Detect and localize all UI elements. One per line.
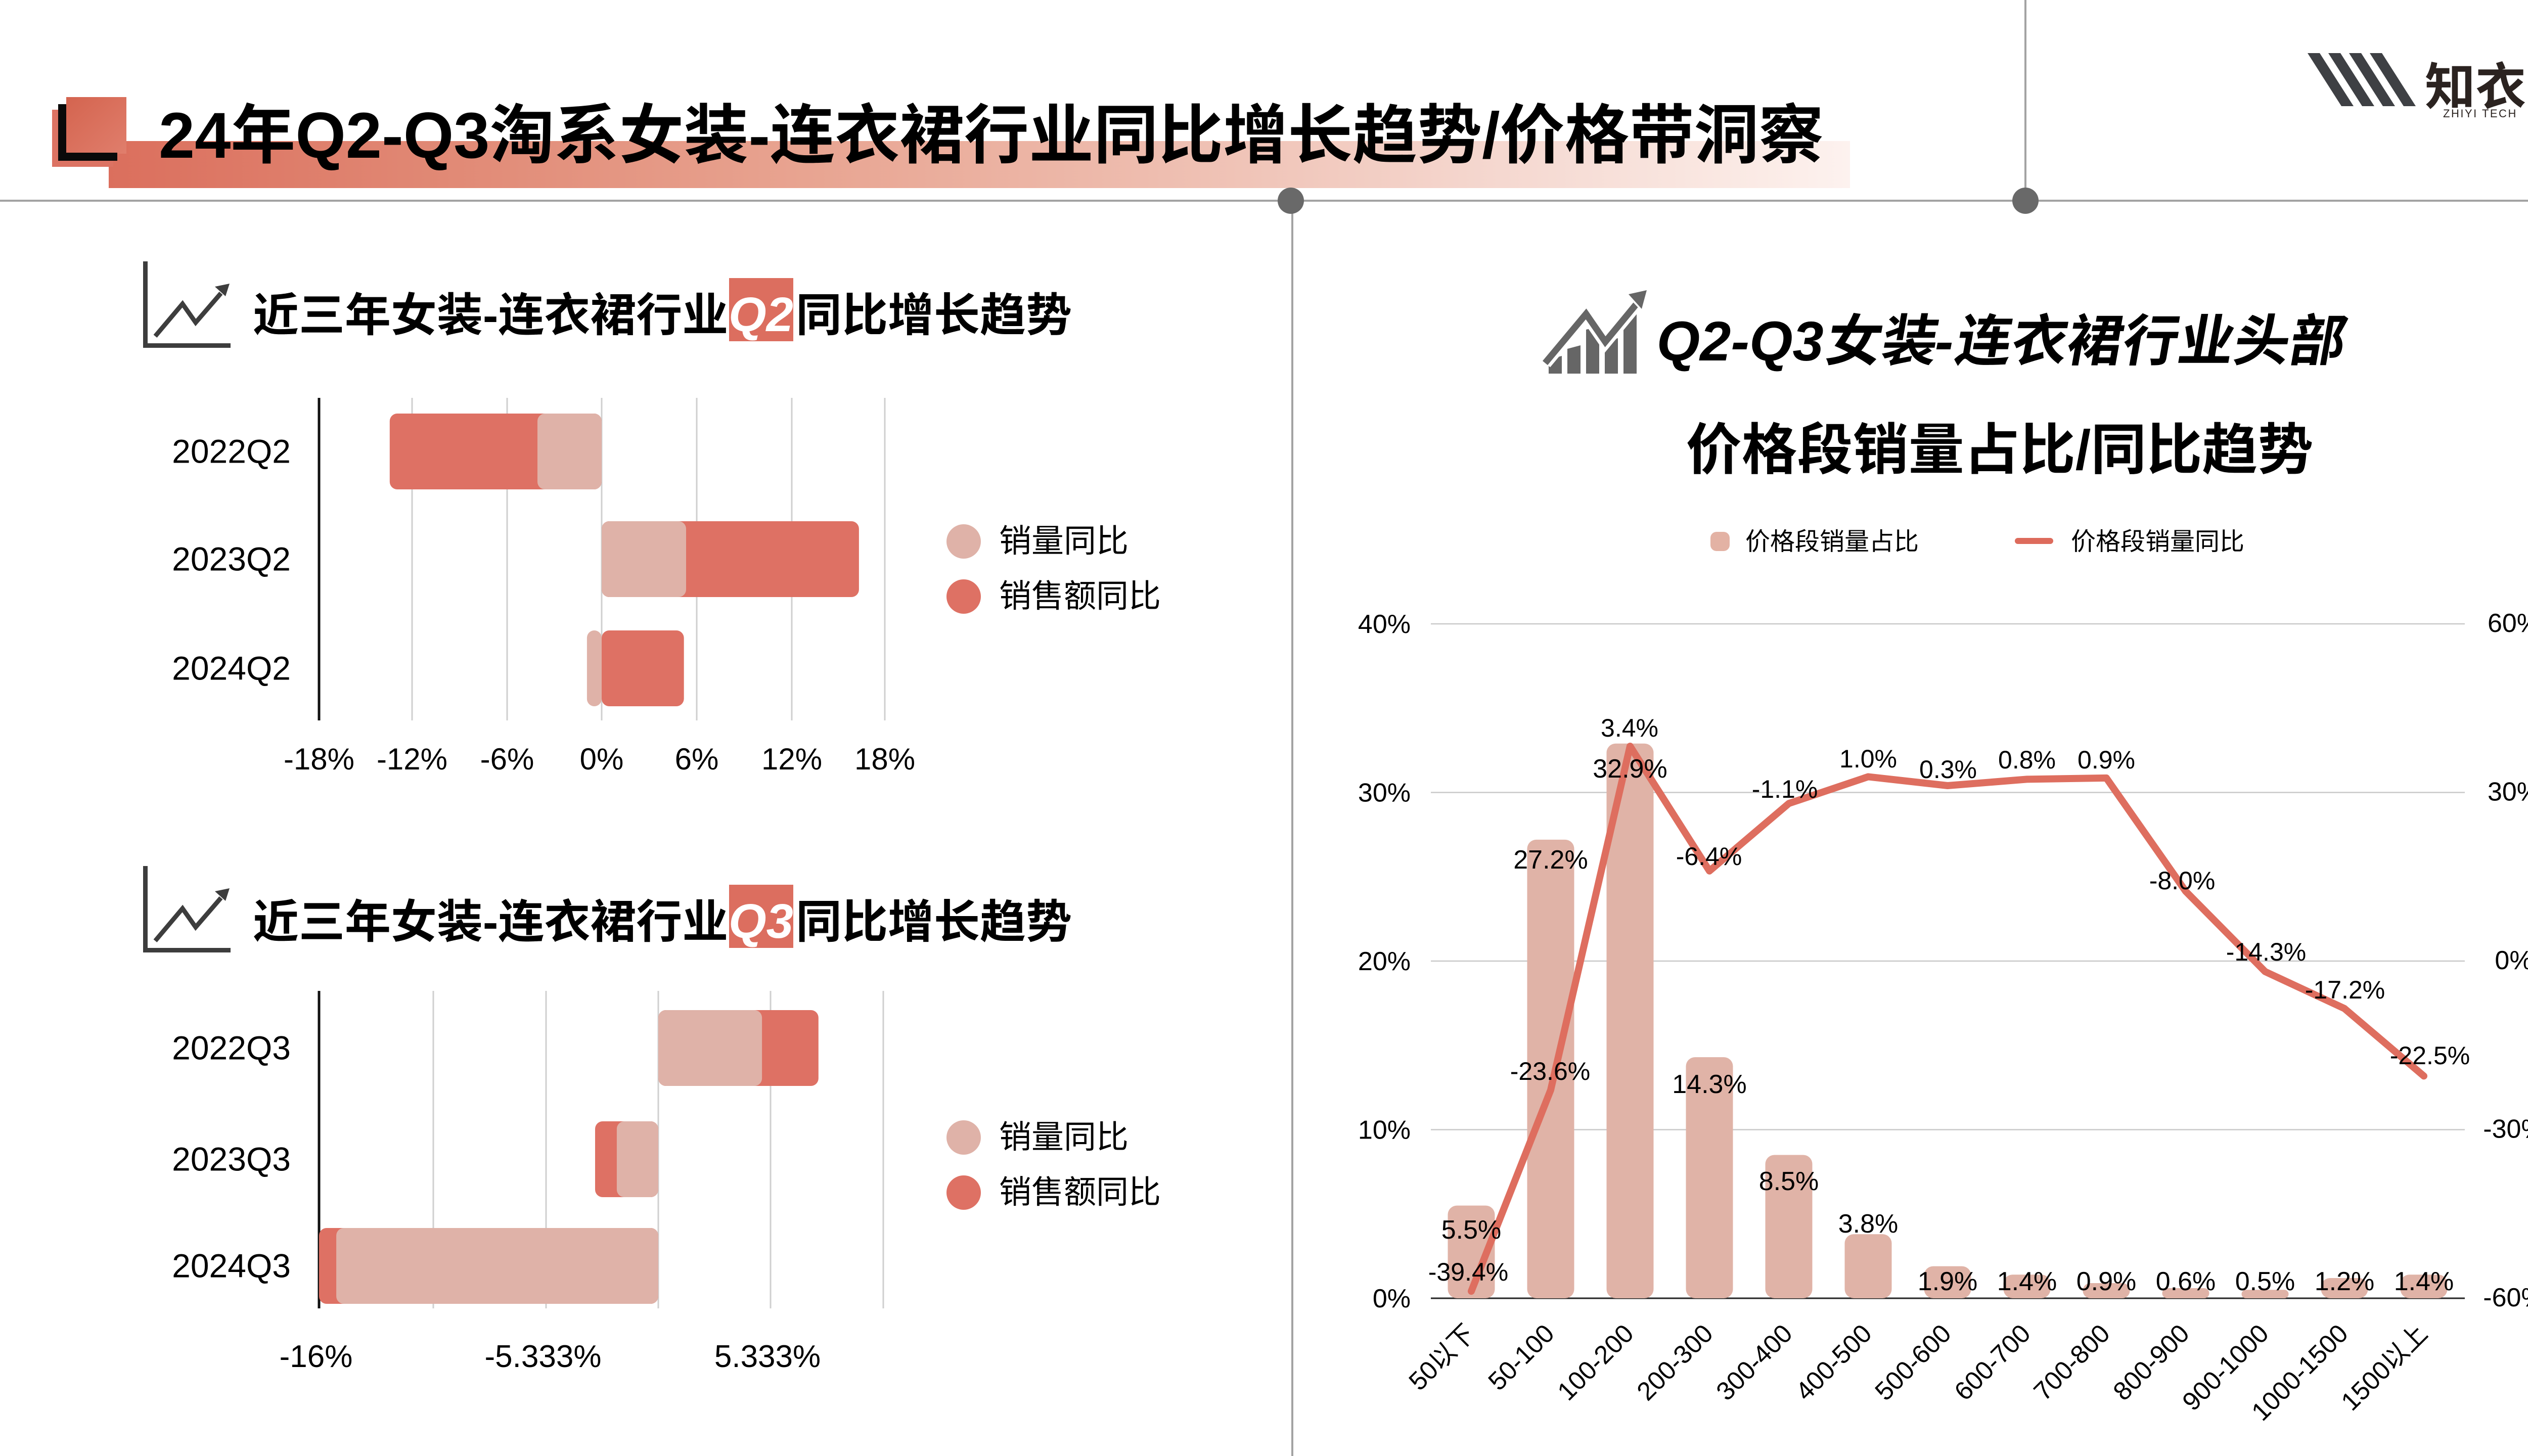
svg-text:-14.3%: -14.3% [2226,938,2306,966]
svg-text:Q2-Q3: Q2-Q3 [295,100,489,172]
svg-text:1.2%: 1.2% [2315,1267,2375,1296]
svg-text:2022Q3: 2022Q3 [172,1029,291,1067]
svg-text:/: / [2075,419,2091,481]
svg-text:0.5%: 0.5% [2235,1267,2295,1296]
svg-text:2024Q3: 2024Q3 [172,1247,291,1285]
svg-text:-16%: -16% [280,1339,353,1374]
svg-text:1.9%: 1.9% [1918,1267,1978,1296]
svg-text:2024Q2: 2024Q2 [172,650,291,687]
svg-text:0.8%: 0.8% [1998,746,2056,774]
svg-text:0%: 0% [2495,946,2528,975]
svg-text:-12%: -12% [377,742,447,776]
svg-text:10%: 10% [1358,1116,1411,1145]
svg-text:12%: 12% [761,742,822,776]
svg-text:-: - [1935,310,1954,373]
svg-text:32.9%: 32.9% [1593,754,1667,784]
svg-text:-: - [748,100,770,172]
svg-text:-6%: -6% [480,742,534,776]
svg-text:ZHIYI TECH: ZHIYI TECH [2443,107,2517,120]
svg-text:14.3%: 14.3% [1672,1070,1746,1099]
svg-text:-60%: -60% [2483,1283,2528,1312]
svg-text:Q3: Q3 [729,894,793,948]
svg-text:0.3%: 0.3% [1919,755,1977,784]
svg-text:1.4%: 1.4% [2394,1267,2454,1296]
svg-text:-17.2%: -17.2% [2305,976,2385,1004]
svg-text:-: - [483,290,498,341]
svg-text:24: 24 [159,100,231,172]
svg-text:-22.5%: -22.5% [2390,1041,2470,1070]
svg-text:18%: 18% [854,742,915,776]
svg-text:30%: 30% [2488,778,2528,807]
svg-text:Q2-Q3: Q2-Q3 [1657,310,1824,373]
svg-text:-23.6%: -23.6% [1510,1057,1590,1085]
svg-text:0%: 0% [580,742,624,776]
svg-text:-39.4%: -39.4% [1428,1258,1508,1286]
svg-text:/: / [1482,100,1500,172]
svg-text:0.6%: 0.6% [2156,1267,2216,1296]
svg-text:20%: 20% [1358,947,1411,976]
svg-text:27.2%: 27.2% [1513,845,1588,875]
svg-text:2023Q3: 2023Q3 [172,1141,291,1178]
svg-text:1.4%: 1.4% [1997,1267,2057,1296]
svg-text:-6.4%: -6.4% [1676,842,1742,871]
svg-text:2022Q2: 2022Q2 [172,433,291,470]
svg-text:2023Q2: 2023Q2 [172,540,291,578]
svg-text:5.5%: 5.5% [1441,1215,1502,1245]
svg-text:-5.333%: -5.333% [485,1339,602,1374]
svg-text:-8.0%: -8.0% [2149,867,2216,895]
svg-text:3.4%: 3.4% [1601,714,1658,742]
svg-text:3.8%: 3.8% [1838,1209,1899,1239]
svg-text:8.5%: 8.5% [1759,1167,1819,1196]
svg-text:-30%: -30% [2483,1115,2528,1144]
svg-text:6%: 6% [675,742,719,776]
svg-text:-1.1%: -1.1% [1752,775,1818,803]
svg-text:0.9%: 0.9% [2078,746,2135,774]
svg-text:60%: 60% [2488,609,2528,638]
svg-text:Q2: Q2 [729,288,793,342]
svg-text:0%: 0% [1373,1284,1411,1313]
svg-text:1.0%: 1.0% [1839,745,1897,773]
svg-text:0.9%: 0.9% [2076,1267,2137,1296]
svg-text:-18%: -18% [284,742,354,776]
svg-text:-: - [483,897,498,948]
svg-text:30%: 30% [1358,779,1411,808]
svg-text:5.333%: 5.333% [714,1339,821,1374]
svg-text:40%: 40% [1358,610,1411,639]
